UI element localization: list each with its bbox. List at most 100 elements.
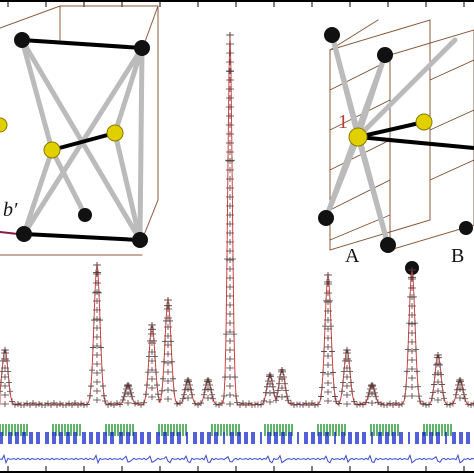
- observed-point: [360, 401, 366, 408]
- observed-point: [270, 383, 276, 390]
- observed-point: [202, 386, 208, 393]
- observed-point: [122, 389, 128, 396]
- observed-point: [164, 369, 172, 375]
- right-structure: 1 A B: [318, 19, 474, 275]
- observed-point: [273, 397, 279, 404]
- observed-point: [283, 387, 289, 394]
- observed-point: [226, 383, 234, 389]
- observed-point: [226, 401, 234, 407]
- observed-point: [170, 375, 176, 382]
- observed-point: [312, 401, 318, 408]
- observed-point: [278, 394, 286, 400]
- observed-point: [343, 392, 351, 398]
- observed-point: [434, 361, 442, 367]
- observed-point: [226, 95, 234, 101]
- observed-point: [324, 299, 332, 305]
- observed-point: [93, 361, 101, 367]
- observed-point: [128, 389, 134, 396]
- observed-point: [101, 392, 107, 399]
- observed-point: [204, 386, 212, 392]
- observed-point: [93, 280, 101, 286]
- observed-point: [461, 391, 467, 398]
- observed-point: [226, 131, 234, 137]
- observed-point: [174, 400, 180, 407]
- observed-point: [81, 401, 87, 408]
- observed-point: [164, 297, 172, 303]
- observed-point: [207, 381, 213, 388]
- observed-point: [84, 401, 90, 408]
- difference-line: [0, 453, 474, 465]
- observed-point: [261, 397, 267, 404]
- observed-point: [431, 381, 437, 388]
- observed-point: [408, 348, 416, 354]
- left-structure: b′: [0, 5, 159, 256]
- observed-point: [226, 302, 234, 308]
- observed-point: [90, 344, 96, 351]
- observed-point: [436, 354, 442, 361]
- observed-point: [399, 401, 405, 408]
- observed-point: [226, 293, 234, 299]
- observed-point: [460, 386, 466, 393]
- observed-point: [343, 347, 351, 353]
- observed-point: [204, 395, 212, 401]
- observed-point: [12, 401, 18, 408]
- observed-point: [186, 378, 192, 385]
- observed-point: [0, 388, 3, 395]
- observed-point: [266, 372, 274, 378]
- observed-point: [1, 347, 9, 353]
- observed-point: [143, 391, 149, 398]
- observed-point: [264, 383, 270, 390]
- observed-point: [124, 382, 132, 388]
- observed-point: [226, 68, 234, 74]
- observed-point: [370, 383, 376, 390]
- observed-point: [45, 400, 51, 407]
- observed-point: [177, 400, 183, 407]
- observed-point: [226, 149, 234, 155]
- observed-point: [368, 391, 376, 397]
- observed-point: [384, 402, 390, 408]
- observed-point: [336, 400, 342, 407]
- observed-point: [285, 397, 291, 404]
- observed-point: [320, 369, 326, 376]
- observed-point: [459, 381, 465, 388]
- observed-point: [226, 113, 234, 119]
- observed-point: [258, 401, 264, 408]
- observed-point: [324, 371, 332, 377]
- observed-point: [93, 307, 101, 313]
- observed-point: [226, 329, 234, 335]
- observed-point: [57, 400, 63, 407]
- observed-point: [324, 272, 332, 278]
- observed-point: [181, 391, 187, 398]
- observed-point: [462, 395, 468, 402]
- observed-point: [343, 383, 351, 389]
- observed-point: [324, 389, 332, 395]
- observed-point: [284, 393, 290, 400]
- observed-point: [339, 388, 345, 395]
- observed-point: [340, 379, 346, 386]
- observed-point: [324, 398, 332, 404]
- observed-point: [357, 401, 363, 408]
- observed-point: [42, 402, 48, 408]
- observed-point: [324, 380, 332, 386]
- observed-point: [439, 381, 445, 388]
- atoms-yellow: [0, 117, 124, 159]
- observed-point: [434, 352, 442, 358]
- observed-point: [414, 368, 420, 375]
- observed-point: [226, 185, 234, 191]
- observed-point: [420, 400, 426, 407]
- observed-point: [184, 377, 192, 383]
- observed-point: [278, 367, 286, 373]
- observed-point: [88, 383, 94, 390]
- observed-point: [156, 396, 162, 403]
- observed-point: [343, 374, 351, 380]
- observed-point: [75, 402, 81, 408]
- observed-point: [413, 346, 419, 353]
- observed-point: [93, 271, 101, 277]
- observed-point: [127, 385, 133, 392]
- site-label: 1: [338, 111, 348, 133]
- observed-point: [408, 285, 416, 291]
- observed-point: [434, 397, 442, 403]
- observed-point: [221, 393, 227, 400]
- axis-label: b′: [3, 199, 18, 221]
- atoms-black: [14, 32, 150, 248]
